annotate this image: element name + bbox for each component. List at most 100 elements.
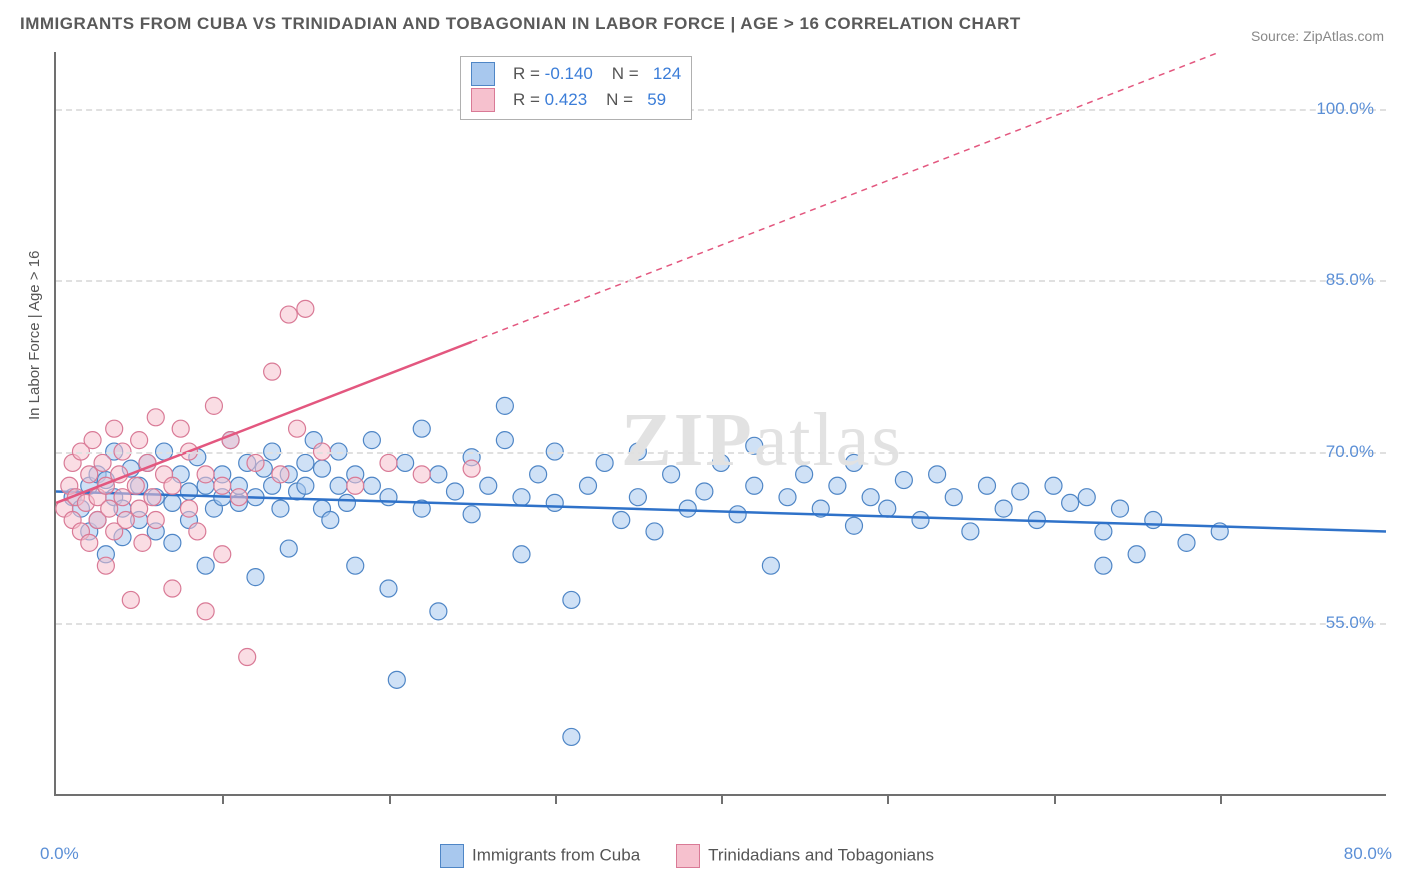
data-point: [264, 363, 281, 380]
data-point: [388, 671, 405, 688]
data-point: [338, 494, 355, 511]
data-point: [272, 500, 289, 517]
data-point: [297, 300, 314, 317]
data-point: [347, 557, 364, 574]
data-point: [147, 512, 164, 529]
data-point: [380, 454, 397, 471]
data-point: [127, 477, 144, 494]
data-point: [114, 489, 131, 506]
data-point: [297, 477, 314, 494]
data-point: [513, 489, 530, 506]
y-axis-label: In Labor Force | Age > 16: [26, 251, 43, 420]
data-point: [117, 512, 134, 529]
legend-item: Trinidadians and Tobagonians: [676, 844, 934, 868]
data-point: [862, 489, 879, 506]
data-point: [413, 420, 430, 437]
data-point: [480, 477, 497, 494]
data-point: [280, 540, 297, 557]
data-point: [580, 477, 597, 494]
source-label: Source: ZipAtlas.com: [1251, 28, 1384, 44]
legend-item: Immigrants from Cuba: [440, 844, 640, 868]
data-point: [380, 489, 397, 506]
data-point: [413, 466, 430, 483]
data-point: [122, 591, 139, 608]
y-tick-label: 55.0%: [1326, 613, 1374, 633]
legend-swatch: [440, 844, 464, 868]
data-point: [447, 483, 464, 500]
data-point: [829, 477, 846, 494]
data-point: [1178, 534, 1195, 551]
x-max-label: 80.0%: [1344, 844, 1392, 864]
data-point: [81, 534, 98, 551]
data-point: [289, 420, 306, 437]
stat-legend: R = -0.140 N = 124R = 0.423 N = 59: [460, 56, 692, 120]
x-min-label: 0.0%: [40, 844, 79, 864]
data-point: [363, 477, 380, 494]
data-point: [164, 580, 181, 597]
data-point: [164, 534, 181, 551]
scatter-svg: [56, 52, 1386, 794]
data-point: [530, 466, 547, 483]
data-point: [430, 466, 447, 483]
data-point: [679, 500, 696, 517]
data-point: [164, 494, 181, 511]
data-point: [646, 523, 663, 540]
data-point: [1078, 489, 1095, 506]
data-point: [563, 591, 580, 608]
data-point: [101, 500, 118, 517]
stat-text: R = -0.140 N = 124: [513, 61, 681, 87]
data-point: [181, 500, 198, 517]
data-point: [1145, 512, 1162, 529]
stat-legend-row: R = 0.423 N = 59: [471, 87, 681, 113]
legend-label: Immigrants from Cuba: [472, 845, 640, 864]
data-point: [995, 500, 1012, 517]
data-point: [247, 569, 264, 586]
data-point: [189, 523, 206, 540]
legend-label: Trinidadians and Tobagonians: [708, 845, 934, 864]
data-point: [94, 454, 111, 471]
data-point: [846, 454, 863, 471]
stat-legend-row: R = -0.140 N = 124: [471, 61, 681, 87]
gridline: [56, 452, 1386, 454]
data-point: [945, 489, 962, 506]
x-tick: [1220, 794, 1222, 804]
data-point: [430, 603, 447, 620]
data-point: [214, 477, 231, 494]
x-tick: [389, 794, 391, 804]
x-tick: [721, 794, 723, 804]
data-point: [696, 483, 713, 500]
data-point: [746, 477, 763, 494]
data-point: [1095, 523, 1112, 540]
data-point: [1095, 557, 1112, 574]
data-point: [322, 512, 339, 529]
x-tick: [1054, 794, 1056, 804]
data-point: [172, 420, 189, 437]
plot-area: ZIPatlas 55.0%70.0%85.0%100.0%: [54, 52, 1386, 796]
data-point: [463, 506, 480, 523]
data-point: [144, 489, 161, 506]
data-point: [280, 306, 297, 323]
data-point: [846, 517, 863, 534]
data-point: [230, 489, 247, 506]
data-point: [496, 397, 513, 414]
x-tick: [887, 794, 889, 804]
data-point: [330, 477, 347, 494]
data-point: [1045, 477, 1062, 494]
gridline: [56, 623, 1386, 625]
data-point: [796, 466, 813, 483]
legend-swatch: [676, 844, 700, 868]
y-tick-label: 70.0%: [1326, 442, 1374, 462]
legend-swatch: [471, 88, 495, 112]
data-point: [779, 489, 796, 506]
data-point: [563, 728, 580, 745]
legend-swatch: [471, 62, 495, 86]
data-point: [197, 557, 214, 574]
data-point: [81, 466, 98, 483]
data-point: [546, 494, 563, 511]
data-point: [181, 483, 198, 500]
x-tick: [555, 794, 557, 804]
bottom-legend: Immigrants from Cuba Trinidadians and Tob…: [440, 844, 934, 868]
x-tick: [222, 794, 224, 804]
data-point: [729, 506, 746, 523]
gridline: [56, 109, 1386, 111]
